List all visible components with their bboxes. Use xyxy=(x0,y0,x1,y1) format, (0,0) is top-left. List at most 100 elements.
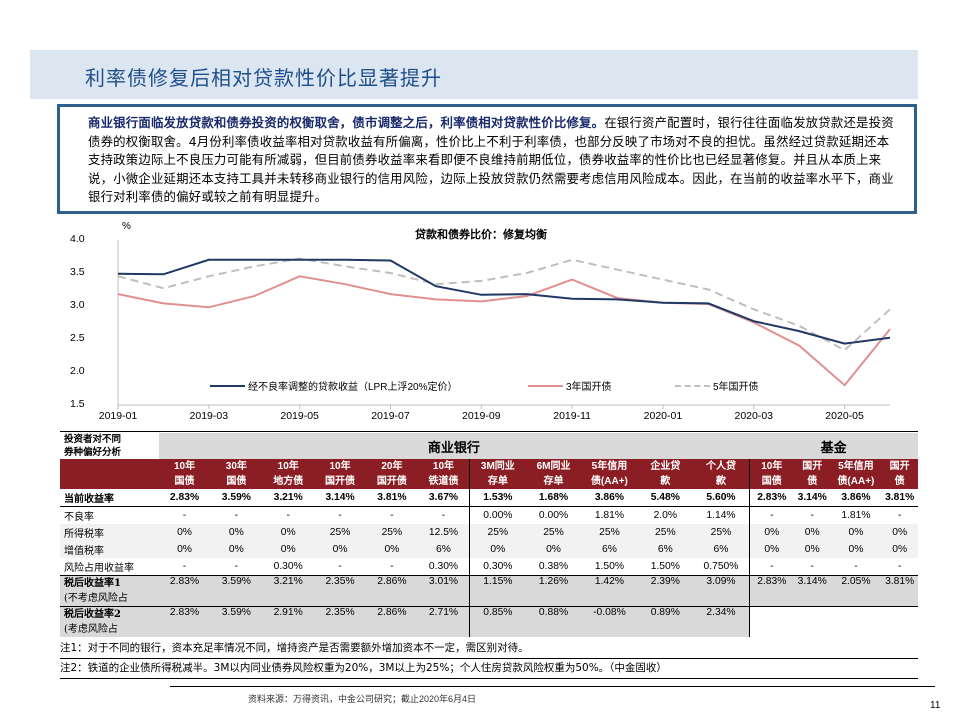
column-header: 30年 国债 xyxy=(210,459,263,489)
column-header: 10年 地方债 xyxy=(262,459,315,489)
page-title: 利率债修复后相对贷款性价比显著提升 xyxy=(85,66,442,90)
table-cell: 0% xyxy=(793,524,831,541)
column-header: 10年 铁道债 xyxy=(417,459,470,489)
table-cell: 25% xyxy=(637,524,694,541)
table-cell: 0% xyxy=(881,524,918,541)
table-cell: 2.86% xyxy=(365,606,418,637)
table-cell: 1.50% xyxy=(594,561,625,572)
y-tick-label: 4.0 xyxy=(70,233,85,245)
table-cell: 0.00% xyxy=(538,510,569,521)
x-tick-label: 2019-07 xyxy=(371,410,410,422)
table-cell: 2.83% xyxy=(158,489,211,507)
table-cell: 0.30% xyxy=(469,558,526,576)
table-cell: 25% xyxy=(581,524,638,541)
table-cell: 0.00% xyxy=(469,506,526,524)
table-cell: 0% xyxy=(469,541,526,558)
table-cell: 0% xyxy=(748,524,794,541)
column-header: 企业贷款 xyxy=(637,459,694,489)
table-cell: 3.14% xyxy=(793,489,831,507)
table-cell: 0% xyxy=(262,541,315,558)
table-cell: 3.67% xyxy=(417,489,470,507)
table-row-vat: 增值税率 0% 0% 0% 0% 0% 6% 0% 0% 6% 6% 6% 0% 0% 0% 0% xyxy=(60,541,918,558)
table-cell: 0% xyxy=(314,541,366,558)
legend-item-loan: 经不良率调整的贷款收益（LPR上浮20%定价） xyxy=(210,378,457,393)
legend-swatch-5y xyxy=(675,384,710,387)
column-header: 国开债 xyxy=(793,459,831,489)
table-column-header: 10年 国债 30年 国债 10年 地方债 10年 国开债 20年 国开债 10年 铁道债 3M同业 存单… xyxy=(60,459,918,489)
table-cell: 25% xyxy=(693,524,750,541)
table-cell: 6% xyxy=(417,541,470,558)
table-row-risk-charge: 风险占用收益率 - - 0.30% - - 0.30% 0.30% 0.38% 1.50% 1.50… xyxy=(60,558,918,576)
row-label: 增值税率 xyxy=(60,541,159,558)
table-cell: 0% xyxy=(158,541,211,558)
table-cell: 5.60% xyxy=(693,489,750,507)
table-cell: 1.50% xyxy=(650,561,680,572)
table-cell: 3.81% xyxy=(881,575,918,607)
summary-text: 在银行资产配置时，银行往往面临发放贷款还是投资债券的权衡取舍。4月份利率债收益率… xyxy=(88,115,894,205)
table-cell: 2.35% xyxy=(314,606,366,637)
table-cell: 0.38% xyxy=(538,561,569,572)
table-cell xyxy=(793,606,831,637)
series-line xyxy=(117,275,891,387)
row-label: 税后收益率2 (考虑风险占 xyxy=(60,606,159,637)
table-cell: - xyxy=(286,510,290,521)
investor-preference-table: 投资者对不同 券种偏好分析 商业银行 基金 10年 国债 30年 国债 10年 地方债 10年… xyxy=(60,433,918,637)
table-cell: 2.35% xyxy=(314,575,366,607)
table-cell: - xyxy=(182,561,187,572)
table-cell: 0% xyxy=(881,541,918,558)
table-cell: 2.91% xyxy=(262,606,315,637)
table-cell: 12.5% xyxy=(417,524,470,541)
column-header: 5年信用 债(AA+) xyxy=(830,459,882,489)
table-cell: 3.21% xyxy=(262,575,315,607)
table-cell: 3.14% xyxy=(314,489,366,507)
summary-lead: 商业银行面临发放贷款和债券投资的权衡取舍，债市调整之后，利率债相对贷款性价比修复… xyxy=(88,115,605,130)
table-cell: 3.01% xyxy=(417,575,470,607)
table-cell: 6% xyxy=(693,541,750,558)
table-cell: 3.59% xyxy=(210,575,263,607)
table-cell: 1.14% xyxy=(706,510,736,521)
table-cell: 0% xyxy=(748,541,794,558)
table-cell: 3.59% xyxy=(210,489,263,507)
column-header: 5年信用 债(AA+) xyxy=(581,459,638,489)
y-tick-label: 2.5 xyxy=(70,332,85,344)
table-cell xyxy=(748,606,794,637)
x-tick-label: 2019-03 xyxy=(189,410,229,422)
table-cell: 3.86% xyxy=(581,489,638,507)
x-tick-label: 2020-01 xyxy=(643,410,683,422)
series-line xyxy=(117,258,891,345)
table-cell: 0% xyxy=(525,541,582,558)
table-cell: 0% xyxy=(365,541,418,558)
legend-swatch-loan xyxy=(210,384,245,387)
table-row-after-tax-1: 税后收益率1 (不考虑风险占 2.83% 3.59% 3.21% 2.35% 2.86% 3.… xyxy=(60,575,918,607)
source-divider xyxy=(170,686,935,687)
column-header: 10年 国债 xyxy=(158,459,211,489)
table-cell: 0.750% xyxy=(703,561,739,572)
x-tick-label: 2019-01 xyxy=(98,410,138,422)
table-cell: - xyxy=(897,510,902,521)
table-cell: - xyxy=(441,510,446,521)
table-cell: 25% xyxy=(365,524,418,541)
table-cell: 2.0% xyxy=(653,510,678,521)
table-cell: 1.81% xyxy=(594,510,625,521)
table-cell: - xyxy=(810,561,814,572)
table-cell: 2.83% xyxy=(748,489,794,507)
table-cell: 2.83% xyxy=(158,575,211,607)
table-cell: - xyxy=(810,510,814,521)
row-label: 不良率 xyxy=(64,512,94,523)
row-label: 税后收益率1 (不考虑风险占 xyxy=(60,575,159,607)
table-cell: - xyxy=(390,561,394,572)
x-tick-label: 2019-09 xyxy=(462,410,501,422)
note-1: 注1：对于不同的银行，资本充足率情况不同，增持资产是否需要额外增加资本不一定，需… xyxy=(60,639,918,659)
table-cell: 0% xyxy=(793,541,831,558)
table-cell xyxy=(881,606,918,637)
table-cell: 5.48% xyxy=(637,489,694,507)
y-tick-label: 3.0 xyxy=(70,299,85,311)
y-tick-label: 2.0 xyxy=(70,365,85,377)
legend-label-loan: 经不良率调整的贷款收益（LPR上浮20%定价） xyxy=(248,382,458,393)
table-cell: 25% xyxy=(469,524,526,541)
column-header: 个人贷款 xyxy=(693,459,750,489)
table-cell: 2.71% xyxy=(417,606,470,637)
column-header: 国开债 xyxy=(881,459,918,489)
table-cell xyxy=(830,606,882,637)
table-cell: 0% xyxy=(830,524,882,541)
